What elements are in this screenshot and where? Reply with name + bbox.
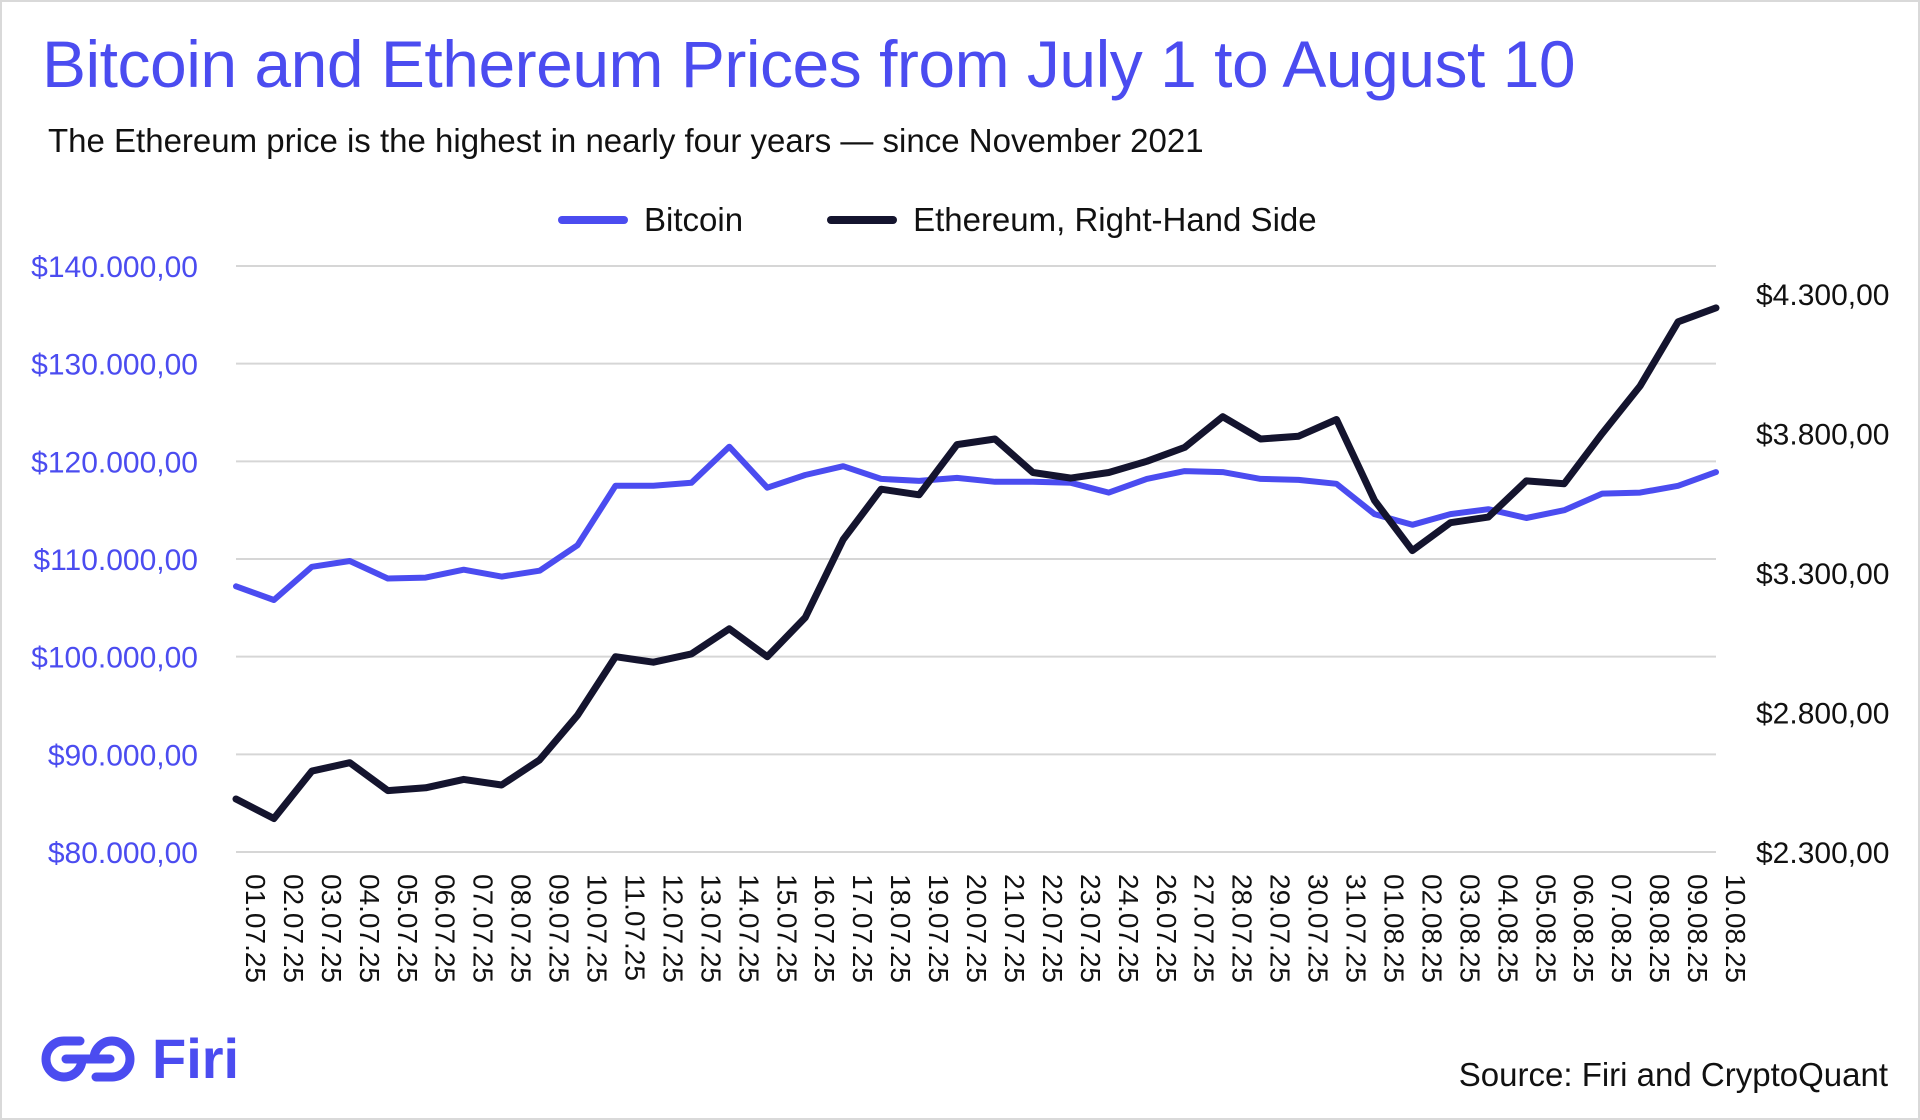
x-axis-tick-label: 07.07.25 <box>468 874 499 983</box>
right-axis-tick-label: $3.800,00 <box>1756 418 1889 451</box>
legend: Bitcoin Ethereum, Right-Hand Side <box>558 198 1401 242</box>
x-axis-tick-label: 09.07.25 <box>544 874 575 983</box>
x-axis-tick-label: 29.07.25 <box>1265 874 1296 983</box>
x-axis-tick-label: 24.07.25 <box>1113 874 1144 983</box>
legend-label-ethereum: Ethereum, Right-Hand Side <box>913 201 1317 238</box>
legend-label-bitcoin: Bitcoin <box>644 201 744 238</box>
legend-swatch-ethereum <box>827 216 898 224</box>
x-axis-tick-label: 18.07.25 <box>885 874 916 983</box>
x-axis-tick-label: 10.07.25 <box>582 874 613 983</box>
x-axis-tick-label: 10.08.25 <box>1720 874 1751 983</box>
legend-item-ethereum: Ethereum, Right-Hand Side <box>827 201 1317 239</box>
x-axis-tick-label: 08.08.25 <box>1644 874 1675 983</box>
left-axis-tick-label: $120.000,00 <box>31 446 198 479</box>
left-axis-tick-label: $110.000,00 <box>33 544 198 577</box>
x-axis-tick-label: 04.07.25 <box>354 874 385 983</box>
x-axis-tick-label: 22.07.25 <box>1037 874 1068 983</box>
legend-item-bitcoin: Bitcoin <box>558 201 743 239</box>
x-axis-tick-label: 01.07.25 <box>240 874 271 983</box>
x-axis-tick-label: 07.08.25 <box>1606 874 1637 983</box>
x-axis-tick-label: 15.07.25 <box>771 874 802 983</box>
x-axis-tick-label: 20.07.25 <box>961 874 992 983</box>
x-axis-tick-label: 13.07.25 <box>695 874 726 983</box>
source-note: Source: Firi and CryptoQuant <box>1458 1056 1888 1093</box>
legend-swatch-bitcoin <box>558 216 628 224</box>
x-axis-tick-label: 03.07.25 <box>316 874 347 983</box>
x-axis-tick-label: 09.08.25 <box>1682 874 1713 983</box>
x-axis-tick-label: 06.08.25 <box>1568 874 1599 983</box>
left-axis-tick-label: $130.000,00 <box>31 349 198 382</box>
x-axis-tick-label: 12.07.25 <box>657 874 688 983</box>
x-axis-tick-label: 31.07.25 <box>1341 874 1372 983</box>
right-axis-tick-label: $3.300,00 <box>1756 558 1889 591</box>
gridlines <box>236 265 1716 853</box>
x-axis-tick-label: 02.08.25 <box>1416 874 1447 983</box>
x-axis-tick-label: 16.07.25 <box>809 874 840 983</box>
left-axis-tick-label: $140.000,00 <box>31 251 198 284</box>
series-lines <box>232 304 1720 822</box>
x-axis-tick-label: 08.07.25 <box>506 874 537 983</box>
x-axis-tick-label: 02.07.25 <box>278 874 309 983</box>
x-axis-tick-label: 21.07.25 <box>999 874 1030 983</box>
x-axis-tick-label: 04.08.25 <box>1492 874 1523 983</box>
left-axis-tick-labels: $140.000,00 $130.000,00 $120.000,00 $110.00… <box>31 251 198 870</box>
x-axis-tick-labels: 01.07.25 02.07.25 03.07.25 04.07.25 05.07.25… <box>240 874 1751 983</box>
x-axis-tick-label: 11.07.25 <box>619 874 650 981</box>
x-axis-tick-label: 19.07.25 <box>923 874 954 983</box>
left-axis-tick-label: $80.000,00 <box>48 837 198 870</box>
x-axis-tick-label: 06.07.25 <box>430 874 461 983</box>
x-axis-tick-label: 14.07.25 <box>733 874 764 983</box>
right-axis-tick-labels: $4.300,00 $3.800,00 $3.300,00 $2.800,00 $2.3… <box>1756 279 1889 870</box>
right-axis-tick-label: $2.800,00 <box>1756 697 1889 730</box>
x-axis-tick-label: 28.07.25 <box>1227 874 1258 983</box>
chart-title: Bitcoin and Ethereum Prices from July 1 … <box>42 27 1576 101</box>
x-axis-tick-label: 27.07.25 <box>1189 874 1220 983</box>
series-line-bitcoin <box>233 443 1719 603</box>
x-axis-tick-label: 23.07.25 <box>1075 874 1106 983</box>
right-axis-tick-label: $4.300,00 <box>1756 279 1889 312</box>
x-axis-tick-label: 30.07.25 <box>1303 874 1334 983</box>
brand-name: Firi <box>152 1027 240 1090</box>
chart-subtitle: The Ethereum price is the highest in nea… <box>48 122 1204 159</box>
series-line-ethereum <box>232 304 1720 822</box>
x-axis-tick-label: 05.07.25 <box>392 874 423 983</box>
x-axis-tick-label: 17.07.25 <box>847 874 878 983</box>
firi-logo: Firi <box>36 1026 239 1091</box>
x-axis-tick-label: 01.08.25 <box>1378 874 1409 983</box>
left-axis-tick-label: $100.000,00 <box>31 642 198 675</box>
right-axis-tick-label: $2.300,00 <box>1756 837 1889 870</box>
firi-logo-icon <box>41 1035 135 1082</box>
x-axis-tick-label: 03.08.25 <box>1454 874 1485 983</box>
x-axis-tick-label: 26.07.25 <box>1151 874 1182 983</box>
x-axis-tick-label: 05.08.25 <box>1530 874 1561 983</box>
left-axis-tick-label: $90.000,00 <box>48 739 198 772</box>
